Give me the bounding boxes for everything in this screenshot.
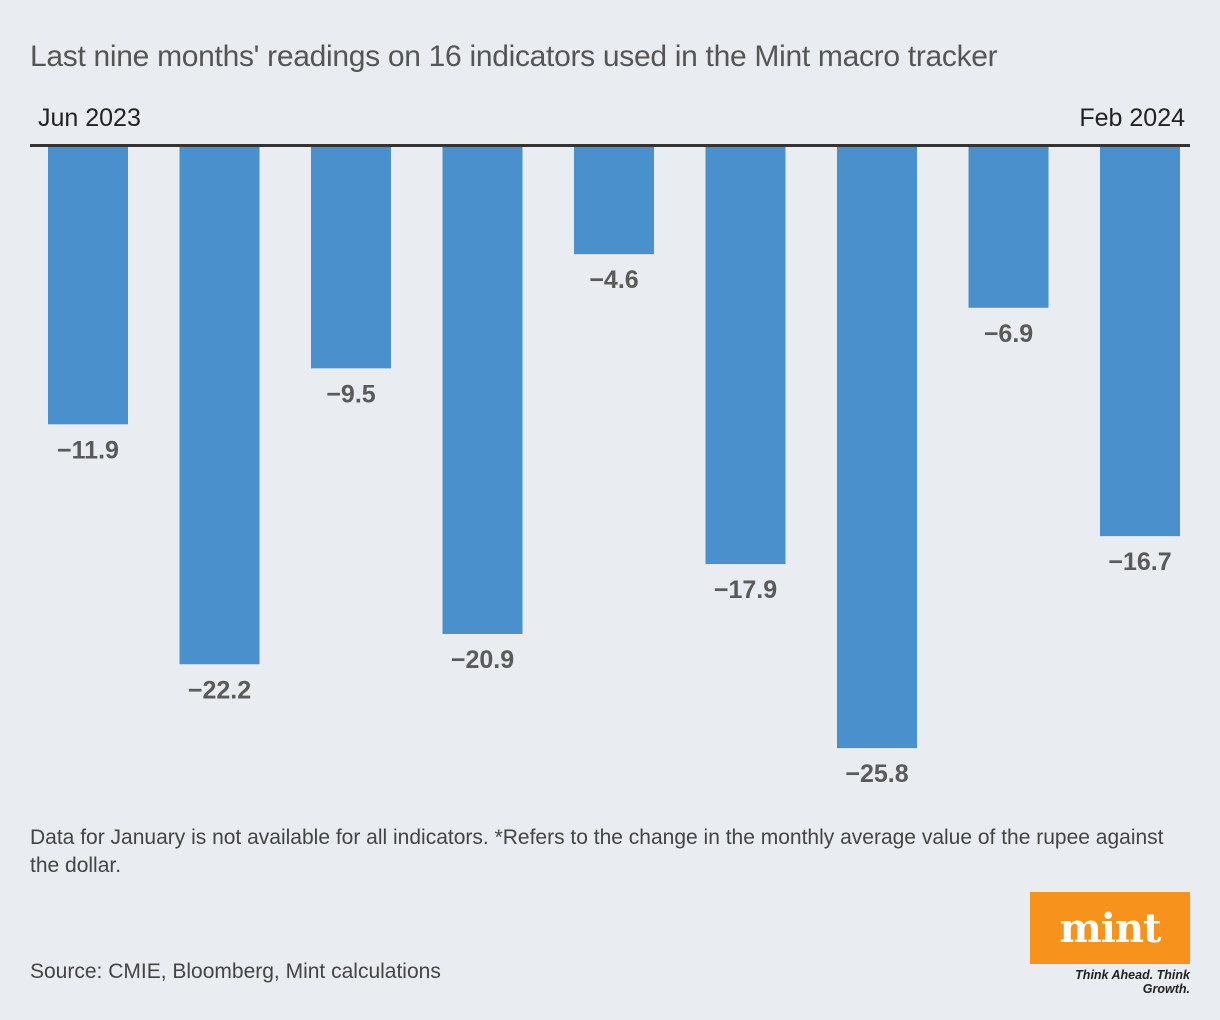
bar-2 xyxy=(179,147,260,665)
bar-9 xyxy=(1100,147,1180,537)
bar-1 xyxy=(48,147,128,425)
bar-3 xyxy=(311,147,391,369)
mint-logo: mint xyxy=(1030,892,1190,964)
footnote: Data for January is not available for al… xyxy=(30,826,1164,877)
source-note: Source: CMIE, Bloomberg, Mint calculatio… xyxy=(30,960,441,983)
bar-chart: −11.9 −22.2 −9.5 −20.9 −4.6 −17.9 −25.8 −6.9 −16… xyxy=(48,147,1180,788)
bar-value-label-8: −6.9 xyxy=(984,320,1033,348)
mint-logo-tagline: Think Ahead. Think Growth. xyxy=(1075,968,1190,996)
bar-6 xyxy=(705,147,786,565)
bar-value-label-4: −20.9 xyxy=(451,646,514,674)
bar-value-label-6: −17.9 xyxy=(714,576,777,604)
range-end-label: Feb 2024 xyxy=(1079,104,1185,132)
bar-value-label-5: −4.6 xyxy=(589,266,638,294)
bar-5 xyxy=(574,147,654,255)
mint-logo-text: mint xyxy=(1059,904,1161,952)
range-start-label: Jun 2023 xyxy=(38,104,141,132)
bar-value-label-7: −25.8 xyxy=(845,760,908,788)
bar-value-label-3: −9.5 xyxy=(326,380,375,408)
bar-8 xyxy=(968,147,1049,308)
chart-title: Last nine months' readings on 16 indicat… xyxy=(30,40,998,73)
bar-value-label-1: −11.9 xyxy=(57,436,119,464)
bar-4 xyxy=(442,147,523,634)
bar-value-label-2: −22.2 xyxy=(188,676,251,704)
zero-baseline xyxy=(30,144,1190,147)
bar-7 xyxy=(837,147,917,749)
bar-value-label-9: −16.7 xyxy=(1108,548,1171,576)
